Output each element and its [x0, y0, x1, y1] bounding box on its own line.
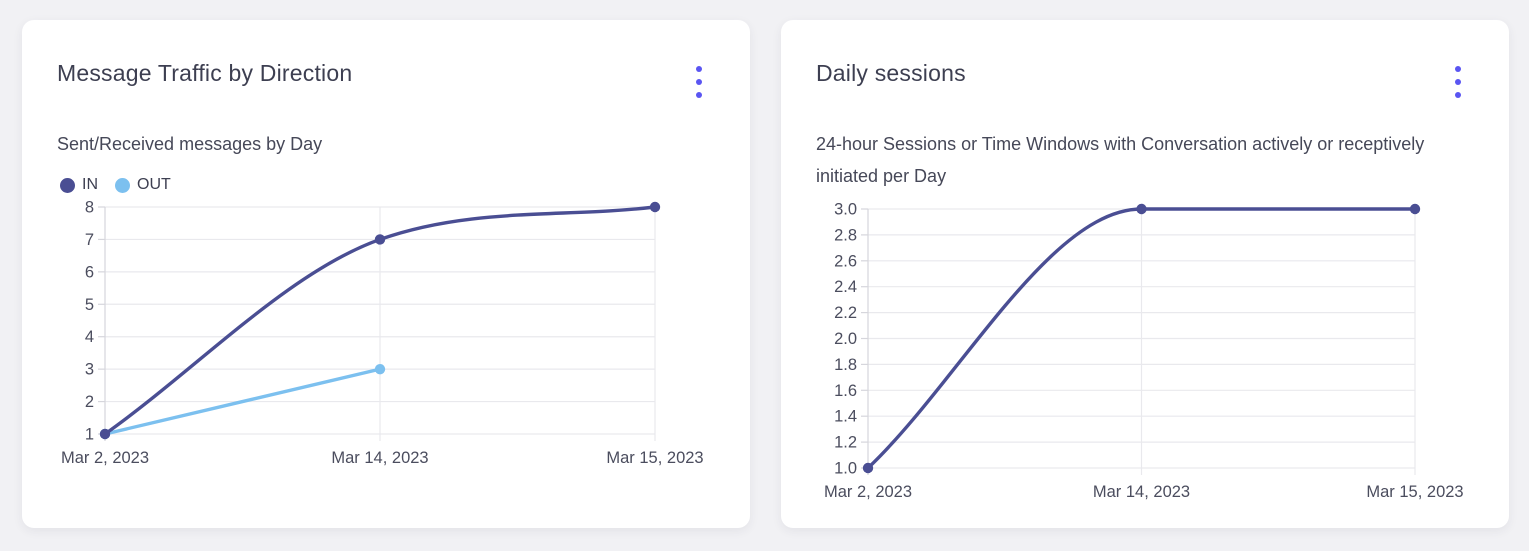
svg-text:Mar 14, 2023: Mar 14, 2023	[331, 449, 428, 467]
svg-text:2.2: 2.2	[834, 304, 857, 322]
card-header: Message Traffic by Direction	[57, 60, 714, 102]
legend-item-in[interactable]: IN	[60, 176, 98, 194]
legend-label: OUT	[137, 176, 171, 194]
svg-text:2.0: 2.0	[834, 330, 857, 348]
svg-text:1.8: 1.8	[834, 356, 857, 374]
legend-label: IN	[82, 176, 98, 194]
svg-text:7: 7	[85, 231, 94, 249]
svg-text:3: 3	[85, 361, 94, 379]
svg-text:Mar 2, 2023: Mar 2, 2023	[824, 483, 912, 501]
card-title: Message Traffic by Direction	[57, 60, 353, 86]
card-daily-sessions: Daily sessions 24-hour Sessions or Time …	[781, 20, 1509, 528]
svg-text:Mar 15, 2023: Mar 15, 2023	[606, 449, 703, 467]
kebab-dot	[696, 66, 702, 72]
svg-text:1.0: 1.0	[834, 459, 857, 477]
svg-text:1.6: 1.6	[834, 382, 857, 400]
svg-text:1: 1	[85, 426, 94, 444]
svg-text:2.4: 2.4	[834, 278, 857, 296]
kebab-dot	[696, 79, 702, 85]
kebab-menu-icon[interactable]	[1449, 62, 1467, 102]
kebab-dot	[696, 92, 702, 98]
card-header: Daily sessions	[816, 60, 1473, 102]
svg-text:5: 5	[85, 296, 94, 314]
kebab-menu-icon[interactable]	[690, 62, 708, 102]
card-title: Daily sessions	[816, 60, 966, 86]
svg-text:4: 4	[85, 329, 94, 347]
message-traffic-line-chart: 1 2 3 4 5 6 7 8 Mar 2, 2023 Mar 14, 2023 Mar 15, 2…	[61, 199, 704, 468]
kebab-dot	[1455, 92, 1461, 98]
legend-dot	[115, 177, 130, 193]
svg-text:2.8: 2.8	[834, 226, 857, 244]
kebab-dot	[1455, 79, 1461, 85]
legend-item-out[interactable]: OUT	[115, 176, 171, 194]
svg-text:Mar 2, 2023: Mar 2, 2023	[61, 449, 149, 467]
svg-text:Mar 15, 2023: Mar 15, 2023	[1366, 483, 1463, 501]
svg-text:6: 6	[85, 264, 94, 282]
legend-dot	[60, 177, 75, 193]
svg-text:2.6: 2.6	[834, 252, 857, 270]
svg-text:2: 2	[85, 393, 94, 411]
daily-sessions-line-chart: 1.0 1.2 1.4 1.6 1.8 2.0 2.2 2.4 2.6 2.8 3.0 Mar 2, …	[824, 200, 1464, 501]
kebab-dot	[1455, 66, 1461, 72]
svg-text:1.4: 1.4	[834, 407, 857, 425]
svg-text:8: 8	[85, 199, 94, 217]
chart-legend: IN OUT	[60, 175, 714, 195]
card-subtitle: Sent/Received messages by Day	[57, 134, 323, 154]
card-subtitle: 24-hour Sessions or Time Windows with Co…	[816, 134, 1425, 187]
svg-text:1.2: 1.2	[834, 433, 857, 451]
svg-text:Mar 14, 2023: Mar 14, 2023	[1093, 483, 1190, 501]
svg-text:3.0: 3.0	[834, 200, 857, 218]
card-message-traffic: Message Traffic by Direction Sent/Receiv…	[22, 20, 750, 528]
